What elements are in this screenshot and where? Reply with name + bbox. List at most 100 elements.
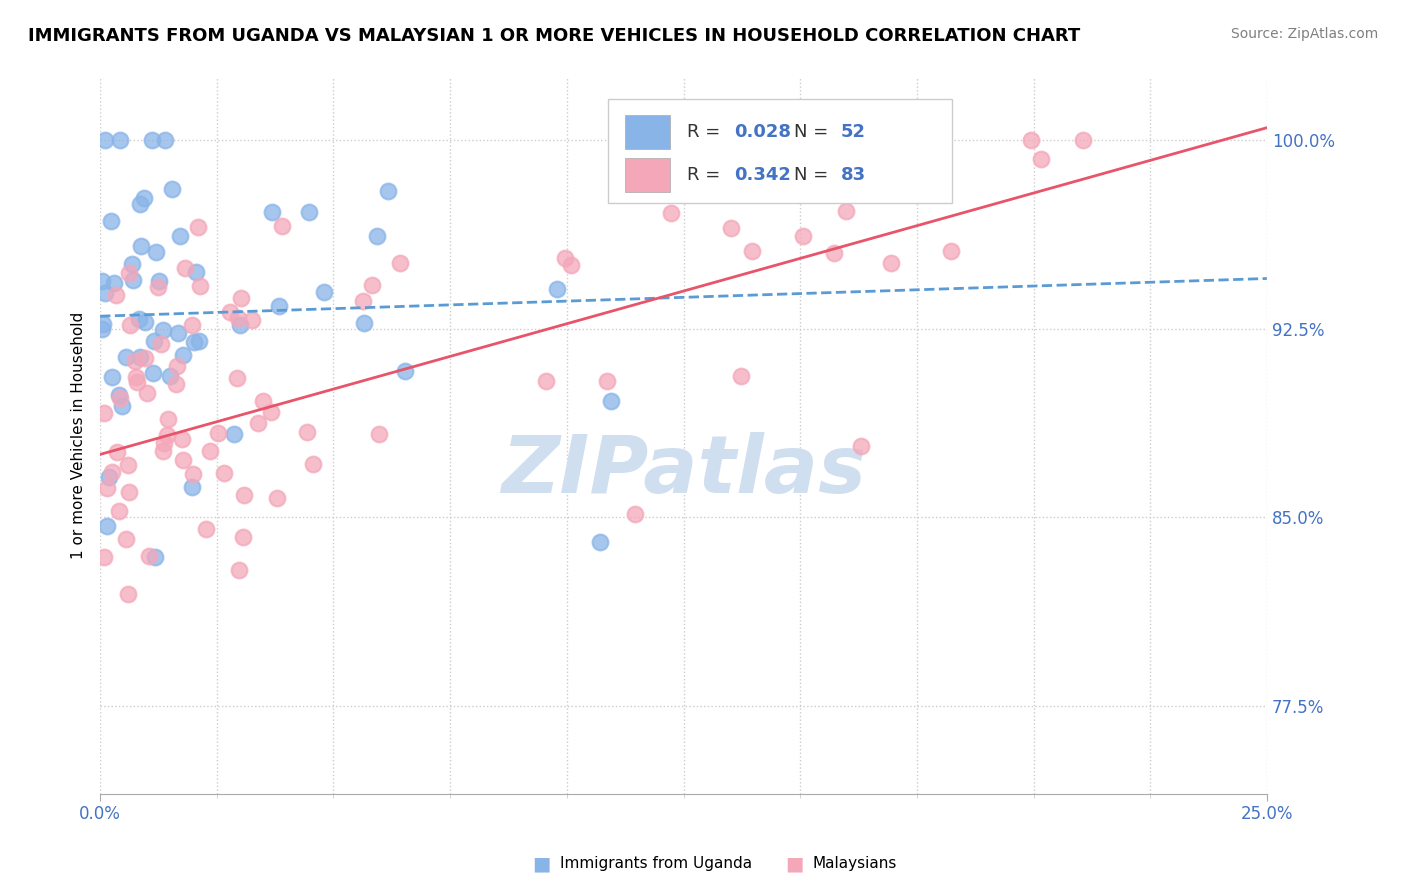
Point: [880, 256, 903, 270]
Point: [145, 245, 167, 260]
Point: [128, 312, 150, 326]
Point: [181, 318, 204, 333]
Point: [174, 261, 197, 276]
FancyBboxPatch shape: [626, 115, 669, 149]
Point: [589, 534, 612, 549]
Point: [172, 347, 194, 361]
Point: [100, 214, 122, 228]
Point: [100, 465, 122, 479]
Point: [814, 136, 837, 151]
Point: [111, 400, 134, 414]
Text: R =: R =: [688, 166, 725, 184]
Point: [228, 563, 250, 577]
Point: [150, 337, 173, 351]
Point: [170, 432, 193, 446]
Point: [129, 197, 152, 211]
Point: [115, 350, 138, 364]
Point: [129, 350, 152, 364]
Point: [1019, 133, 1042, 147]
Point: [160, 181, 183, 195]
Text: N =: N =: [794, 123, 834, 141]
Point: [224, 427, 246, 442]
Point: [229, 318, 252, 333]
Point: [101, 370, 124, 384]
Point: [219, 304, 242, 318]
Point: [166, 326, 188, 340]
Point: [117, 587, 139, 601]
Point: [94, 286, 117, 301]
Point: [141, 133, 163, 147]
Point: [389, 255, 412, 269]
Point: [118, 266, 141, 280]
Point: [132, 191, 155, 205]
Point: [143, 550, 166, 565]
Point: [600, 394, 623, 409]
Point: [96, 482, 118, 496]
Point: [91, 274, 114, 288]
Point: [394, 364, 416, 378]
Point: [792, 229, 814, 244]
Point: [93, 406, 115, 420]
Point: [172, 452, 194, 467]
Point: [624, 507, 647, 521]
Point: [166, 359, 188, 373]
Point: [131, 239, 153, 253]
Point: [260, 405, 283, 419]
Point: [159, 369, 181, 384]
Point: [117, 458, 139, 472]
Point: [134, 351, 156, 365]
Point: [377, 184, 399, 198]
Point: [823, 245, 845, 260]
Point: [153, 133, 176, 147]
Point: [240, 313, 263, 327]
Point: [152, 444, 174, 458]
Point: [136, 385, 159, 400]
FancyBboxPatch shape: [626, 158, 669, 192]
Point: [252, 394, 274, 409]
Point: [835, 204, 858, 219]
Point: [1071, 133, 1094, 147]
Point: [94, 133, 117, 147]
Point: [686, 167, 709, 181]
Point: [124, 353, 146, 368]
Point: [1029, 153, 1052, 167]
Point: [134, 315, 156, 329]
Point: [596, 374, 619, 388]
Point: [165, 376, 187, 391]
Text: 0.028: 0.028: [734, 123, 790, 141]
Point: [105, 445, 128, 459]
Point: [875, 133, 897, 147]
Text: N =: N =: [794, 166, 834, 184]
Point: [765, 133, 787, 147]
Point: [107, 503, 129, 517]
Point: [232, 530, 254, 544]
Point: [260, 205, 283, 219]
Text: 0.342: 0.342: [734, 166, 790, 184]
Point: [187, 219, 209, 234]
Point: [271, 219, 294, 234]
Point: [156, 427, 179, 442]
Point: [884, 133, 907, 147]
Point: [97, 469, 120, 483]
Point: [546, 281, 568, 295]
Point: [181, 467, 204, 481]
Text: ZIPatlas: ZIPatlas: [501, 433, 866, 510]
Point: [127, 375, 149, 389]
Point: [849, 439, 872, 453]
Point: [266, 491, 288, 505]
Point: [312, 285, 335, 299]
Point: [114, 532, 136, 546]
Point: [146, 280, 169, 294]
Point: [152, 323, 174, 337]
Point: [368, 427, 391, 442]
Point: [247, 416, 270, 430]
Point: [233, 488, 256, 502]
Point: [157, 412, 180, 426]
Point: [741, 244, 763, 258]
Point: [302, 457, 325, 471]
Point: [269, 299, 291, 313]
Text: ■: ■: [785, 854, 804, 873]
Point: [212, 466, 235, 480]
Point: [108, 133, 131, 147]
Point: [560, 258, 582, 272]
